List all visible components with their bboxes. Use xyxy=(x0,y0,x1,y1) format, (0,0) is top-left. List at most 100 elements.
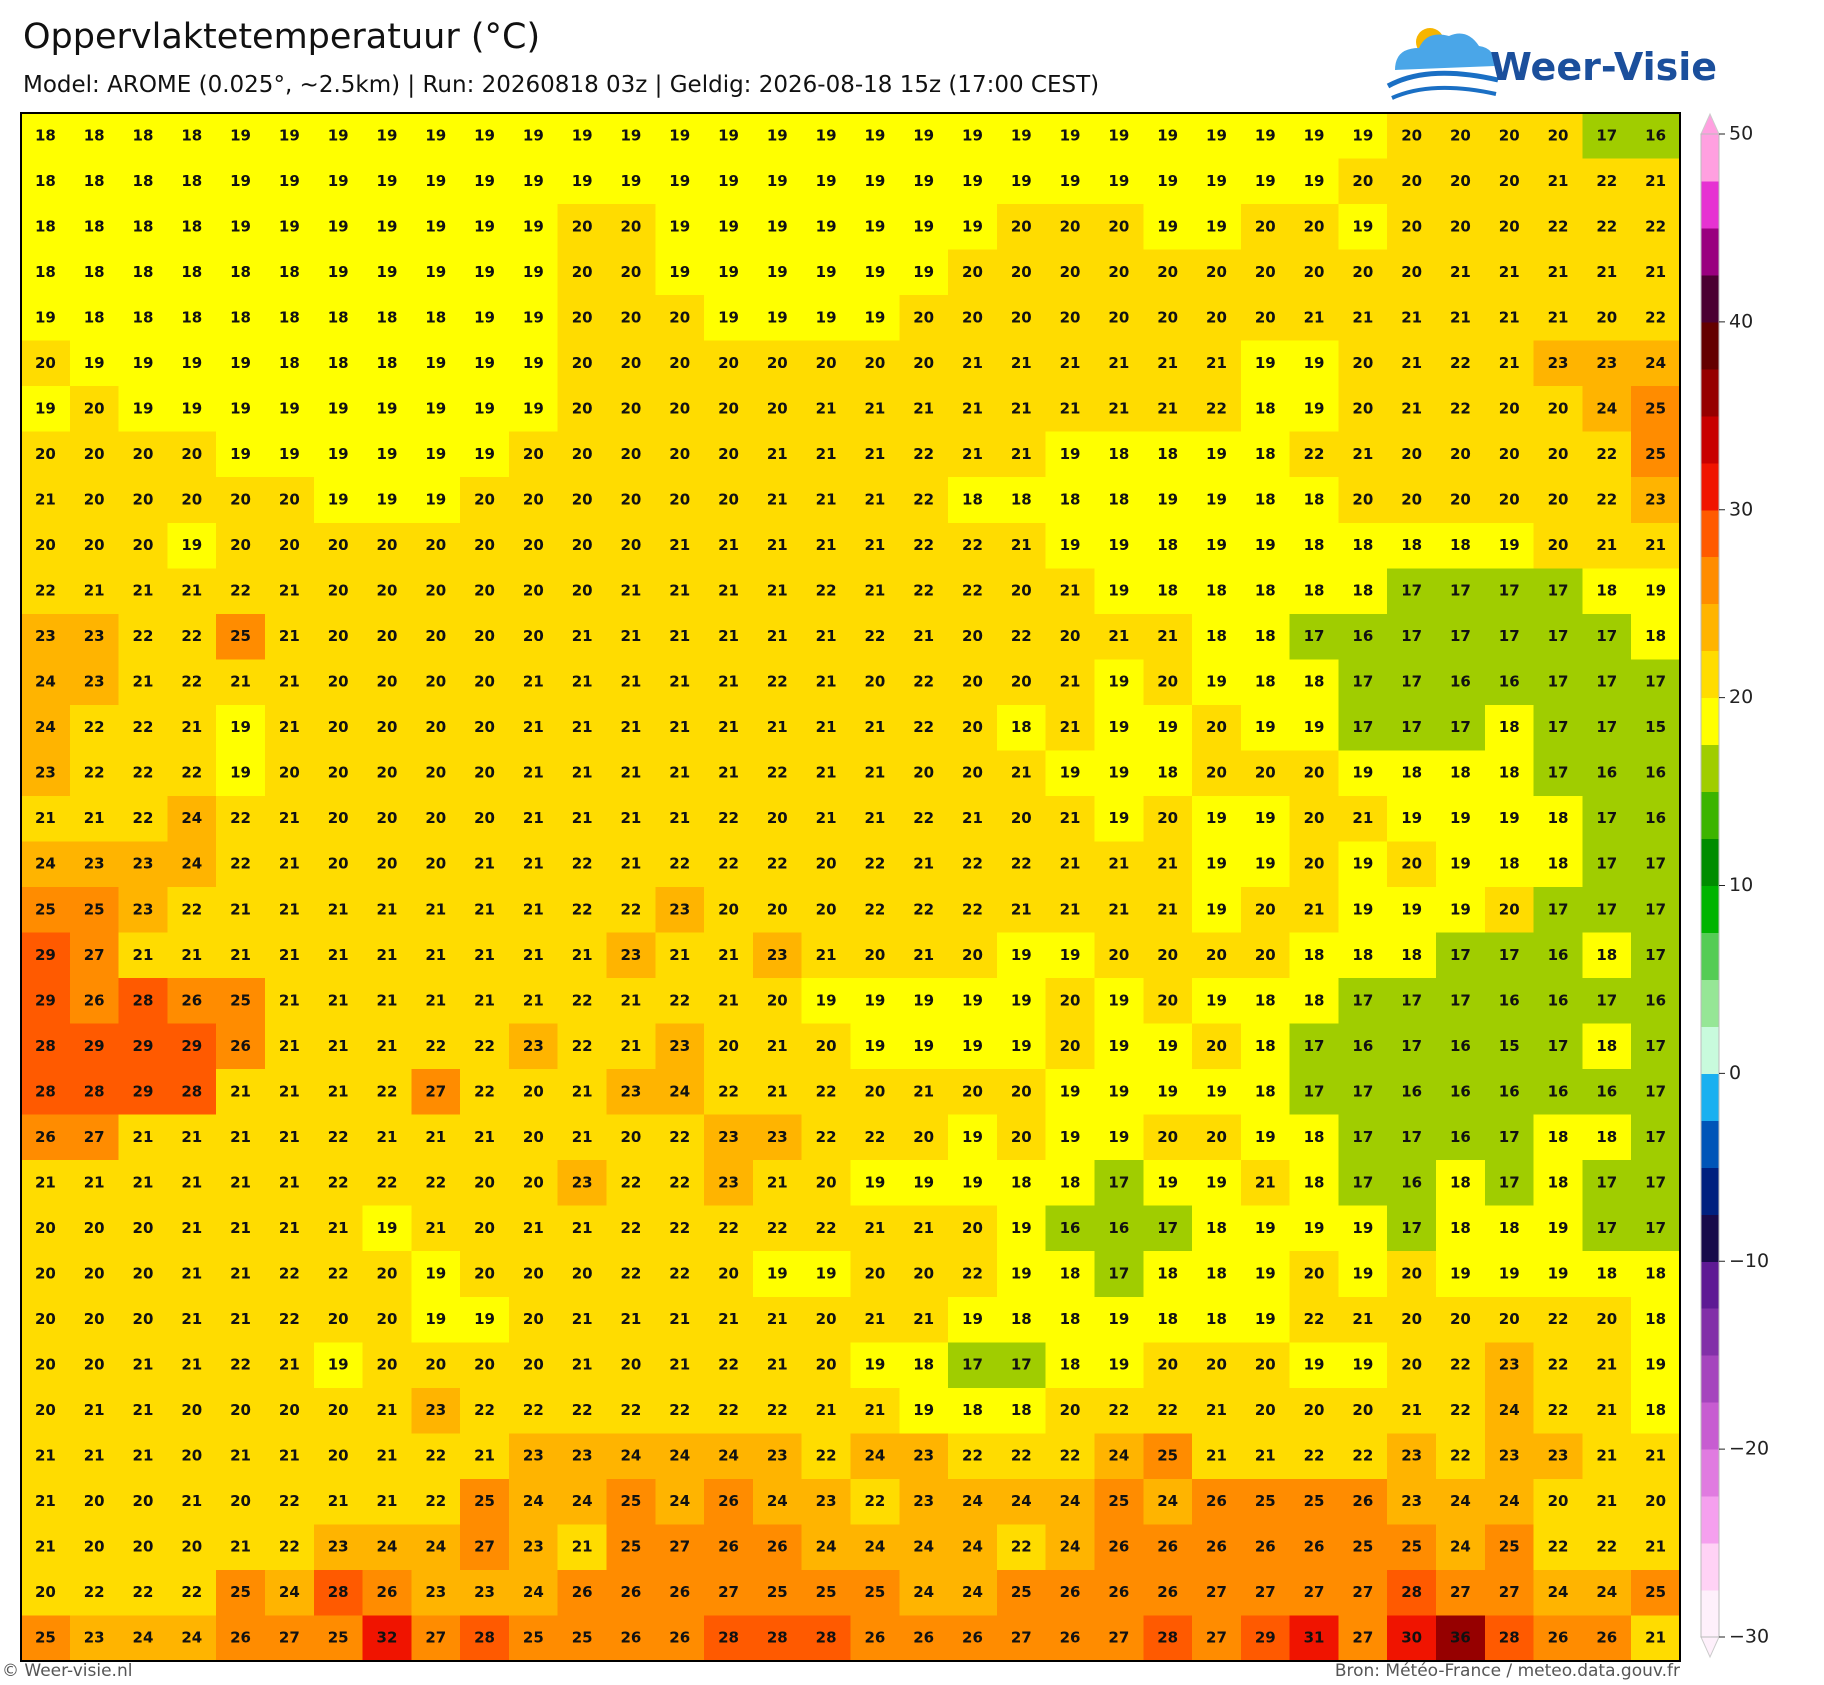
temperature-cell xyxy=(850,1296,900,1343)
temperature-cell xyxy=(655,1114,705,1161)
temperature-cell xyxy=(216,113,266,160)
temperature-cell xyxy=(655,1387,705,1434)
temperature-cell xyxy=(899,932,949,979)
temperature-label: 22 xyxy=(816,1082,837,1100)
temperature-cell xyxy=(216,431,266,478)
temperature-label: 19 xyxy=(1352,900,1373,918)
temperature-label: 19 xyxy=(1206,855,1227,873)
temperature-label: 20 xyxy=(816,1173,837,1191)
temperature-cell xyxy=(752,1205,803,1252)
temperature-cell xyxy=(850,704,900,751)
temperature-cell xyxy=(1436,978,1486,1025)
temperature-cell xyxy=(1387,113,1437,160)
temperature-label: 19 xyxy=(767,263,788,281)
temperature-label: 19 xyxy=(1011,172,1032,190)
temperature-cell xyxy=(752,750,803,797)
temperature-cell xyxy=(1484,568,1535,615)
temperature-cell xyxy=(704,1524,754,1571)
temperature-label: 19 xyxy=(1255,718,1276,736)
temperature-cell xyxy=(216,1615,266,1662)
temperature-cell xyxy=(752,1023,803,1070)
temperature-label: 26 xyxy=(1255,1538,1276,1556)
temperature-label: 20 xyxy=(181,1447,202,1465)
temperature-label: 21 xyxy=(181,582,202,600)
temperature-cell xyxy=(1631,841,1681,888)
temperature-label: 20 xyxy=(1206,764,1227,782)
temperature-cell xyxy=(655,204,705,251)
temperature-cell xyxy=(1387,1114,1437,1161)
temperature-cell xyxy=(508,1478,559,1525)
temperature-label: 17 xyxy=(1401,718,1422,736)
temperature-label: 21 xyxy=(572,627,593,645)
temperature-label: 20 xyxy=(718,900,739,918)
temperature-label: 25 xyxy=(1401,1538,1422,1556)
temperature-label: 22 xyxy=(133,809,154,827)
temperature-cell xyxy=(1289,659,1339,706)
temperature-cell xyxy=(1192,887,1242,934)
temperature-cell xyxy=(1143,1524,1193,1571)
temperature-cell xyxy=(460,795,510,842)
temperature-label: 25 xyxy=(1645,399,1666,417)
temperature-cell xyxy=(899,1478,949,1525)
temperature-label: 21 xyxy=(1011,399,1032,417)
temperature-cell xyxy=(264,613,315,660)
temperature-cell xyxy=(1094,613,1144,660)
temperature-label: 19 xyxy=(474,354,495,372)
temperature-cell xyxy=(1387,568,1437,615)
temperature-label: 20 xyxy=(1011,809,1032,827)
temperature-label: 20 xyxy=(523,445,544,463)
temperature-cell xyxy=(996,113,1047,160)
temperature-cell xyxy=(996,158,1047,205)
temperature-label: 18 xyxy=(1645,1310,1666,1328)
temperature-cell xyxy=(460,1251,510,1298)
temperature-label: 20 xyxy=(1157,308,1178,326)
temperature-cell xyxy=(1436,113,1486,160)
temperature-cell xyxy=(1143,340,1193,387)
temperature-cell xyxy=(1289,704,1339,751)
temperature-cell xyxy=(216,613,266,660)
temperature-cell xyxy=(1192,1569,1242,1616)
temperature-label: 20 xyxy=(133,491,154,509)
temperature-label: 18 xyxy=(1548,809,1569,827)
temperature-cell xyxy=(167,1296,217,1343)
temperature-label: 19 xyxy=(1108,764,1129,782)
temperature-label: 19 xyxy=(474,399,495,417)
temperature-cell xyxy=(1094,340,1144,387)
temperature-label: 20 xyxy=(425,582,446,600)
temperature-cell xyxy=(655,750,705,797)
temperature-label: 17 xyxy=(1401,627,1422,645)
temperature-label: 20 xyxy=(572,354,593,372)
temperature-label: 21 xyxy=(328,1492,349,1510)
temperature-cell xyxy=(948,204,998,251)
temperature-label: 23 xyxy=(620,1082,641,1100)
temperature-cell xyxy=(948,295,998,342)
temperature-label: 22 xyxy=(913,673,934,691)
temperature-cell xyxy=(362,887,412,934)
temperature-label: 17 xyxy=(1596,1219,1617,1237)
temperature-cell xyxy=(1045,750,1095,797)
temperature-cell xyxy=(801,887,851,934)
temperature-label: 21 xyxy=(864,491,885,509)
temperature-label: 18 xyxy=(1645,627,1666,645)
temperature-cell xyxy=(264,1114,315,1161)
temperature-label: 19 xyxy=(913,1401,934,1419)
temperature-label: 26 xyxy=(377,1583,398,1601)
temperature-cell xyxy=(167,477,217,524)
temperature-cell xyxy=(313,978,364,1025)
temperature-label: 20 xyxy=(181,491,202,509)
temperature-cell xyxy=(508,386,559,433)
temperature-cell xyxy=(1143,978,1193,1025)
temperature-label: 20 xyxy=(816,900,837,918)
temperature-cell xyxy=(21,613,71,660)
temperature-label: 19 xyxy=(1060,1082,1081,1100)
temperature-label: 21 xyxy=(1060,809,1081,827)
temperature-label: 22 xyxy=(328,1173,349,1191)
temperature-cell xyxy=(216,659,266,706)
temperature-cell xyxy=(167,1524,217,1571)
temperature-cell xyxy=(1094,1114,1144,1161)
temperature-cell xyxy=(1143,1342,1193,1389)
temperature-cell xyxy=(801,750,851,797)
temperature-cell xyxy=(1436,795,1486,842)
temperature-label: 20 xyxy=(328,718,349,736)
temperature-label: 21 xyxy=(962,809,983,827)
